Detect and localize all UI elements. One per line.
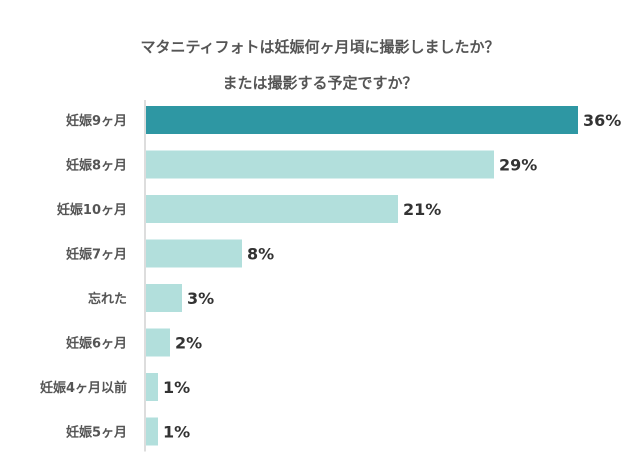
- chart-subtitle: または撮影する予定ですか？: [222, 74, 418, 92]
- value-label: 2%: [175, 334, 202, 353]
- bar: [146, 195, 398, 223]
- bar: [146, 150, 494, 179]
- bar: [146, 106, 578, 134]
- chart-title: マタニティフォトは妊娠何ヶ月頃に撮影しましたか？: [140, 38, 500, 56]
- category-label: 妊娠5ヶ月: [66, 425, 127, 441]
- value-label: 29%: [499, 156, 537, 175]
- bar: [146, 328, 170, 357]
- bar: [146, 417, 158, 446]
- value-label: 8%: [247, 245, 274, 264]
- bar: [146, 284, 182, 312]
- value-label: 36%: [583, 111, 621, 130]
- value-label: 21%: [403, 200, 441, 219]
- category-label: 忘れた: [88, 291, 127, 307]
- category-label: 妊娠10ヶ月: [57, 202, 127, 218]
- value-label: 1%: [163, 378, 190, 397]
- category-label: 妊娠6ヶ月: [66, 336, 127, 352]
- value-label: 1%: [163, 423, 190, 442]
- bar: [146, 239, 242, 268]
- category-label: 妊娠9ヶ月: [66, 113, 127, 129]
- value-label: 3%: [187, 289, 214, 308]
- category-label: 妊娠7ヶ月: [66, 247, 127, 263]
- bar: [146, 373, 158, 401]
- category-label: 妊娠4ヶ月以前: [40, 380, 127, 396]
- category-label: 妊娠8ヶ月: [66, 158, 127, 174]
